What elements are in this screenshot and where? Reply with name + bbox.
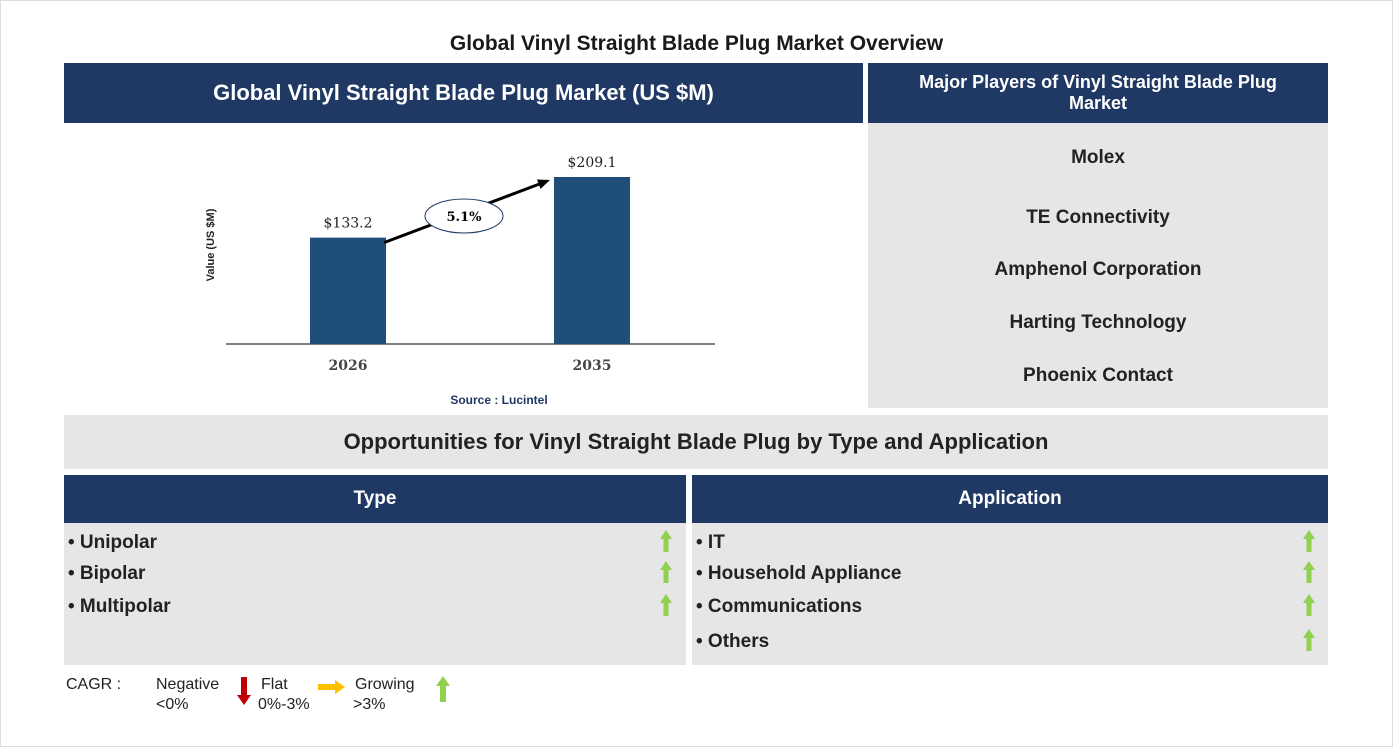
application-header: Application: [692, 475, 1328, 523]
y-axis-label: Value (US $M): [205, 208, 217, 281]
up-arrow-icon: [1303, 561, 1315, 583]
players-header: Major Players of Vinyl Straight Blade Pl…: [868, 63, 1328, 123]
up-arrow-icon: [1303, 530, 1315, 552]
x-tick-label: 2026: [329, 358, 368, 374]
up-arrow-icon: [1303, 629, 1315, 651]
page-title: Global Vinyl Straight Blade Plug Market …: [449, 32, 944, 55]
up-arrow-icon: [436, 676, 450, 702]
up-arrow-icon: [660, 561, 672, 583]
application-item: • Household Appliance: [696, 563, 902, 584]
cagr-ellipse: [424, 198, 504, 234]
players-panel: [868, 123, 1328, 408]
application-panel: [692, 523, 1328, 665]
source-label: Source : Lucintel: [450, 393, 547, 407]
cagr-label: 5.1%: [447, 210, 483, 225]
legend-label: CAGR :: [66, 676, 122, 693]
application-item: • Others: [696, 631, 770, 652]
player-item: Amphenol Corporation: [994, 259, 1202, 280]
legend-growing-range: >3%: [353, 696, 386, 713]
right-arrow-icon: [318, 680, 345, 694]
legend-negative-range: <0%: [156, 696, 189, 713]
bar-2026: [310, 237, 386, 344]
player-item: Phoenix Contact: [1023, 365, 1173, 386]
application-item: • Communications: [696, 596, 863, 617]
player-item: TE Connectivity: [1026, 207, 1170, 228]
opportunities-title: Opportunities for Vinyl Straight Blade P…: [64, 415, 1328, 469]
legend-negative: Negative: [156, 676, 220, 693]
legend-growing: Growing: [355, 676, 415, 693]
type-item: • Multipolar: [68, 596, 171, 617]
legend-flat-range: 0%-3%: [258, 696, 310, 713]
market-header: Global Vinyl Straight Blade Plug Market …: [64, 63, 863, 123]
down-arrow-icon: [237, 677, 251, 705]
data-label: $209.1: [568, 155, 617, 171]
cagr-arrowhead: [537, 179, 550, 189]
type-item: • Unipolar: [68, 532, 157, 553]
legend-flat: Flat: [261, 676, 288, 693]
x-tick-label: 2035: [573, 358, 612, 374]
up-arrow-icon: [660, 530, 672, 552]
type-panel: [64, 523, 686, 665]
player-item: Harting Technology: [1009, 312, 1187, 333]
player-item: Molex: [1071, 147, 1125, 168]
up-arrow-icon: [660, 594, 672, 616]
up-arrow-icon: [1303, 594, 1315, 616]
type-item: • Bipolar: [68, 563, 146, 584]
application-item: • IT: [696, 532, 725, 553]
data-label: $133.2: [324, 216, 373, 232]
type-header: Type: [64, 475, 686, 523]
bar-2035: [554, 177, 630, 344]
